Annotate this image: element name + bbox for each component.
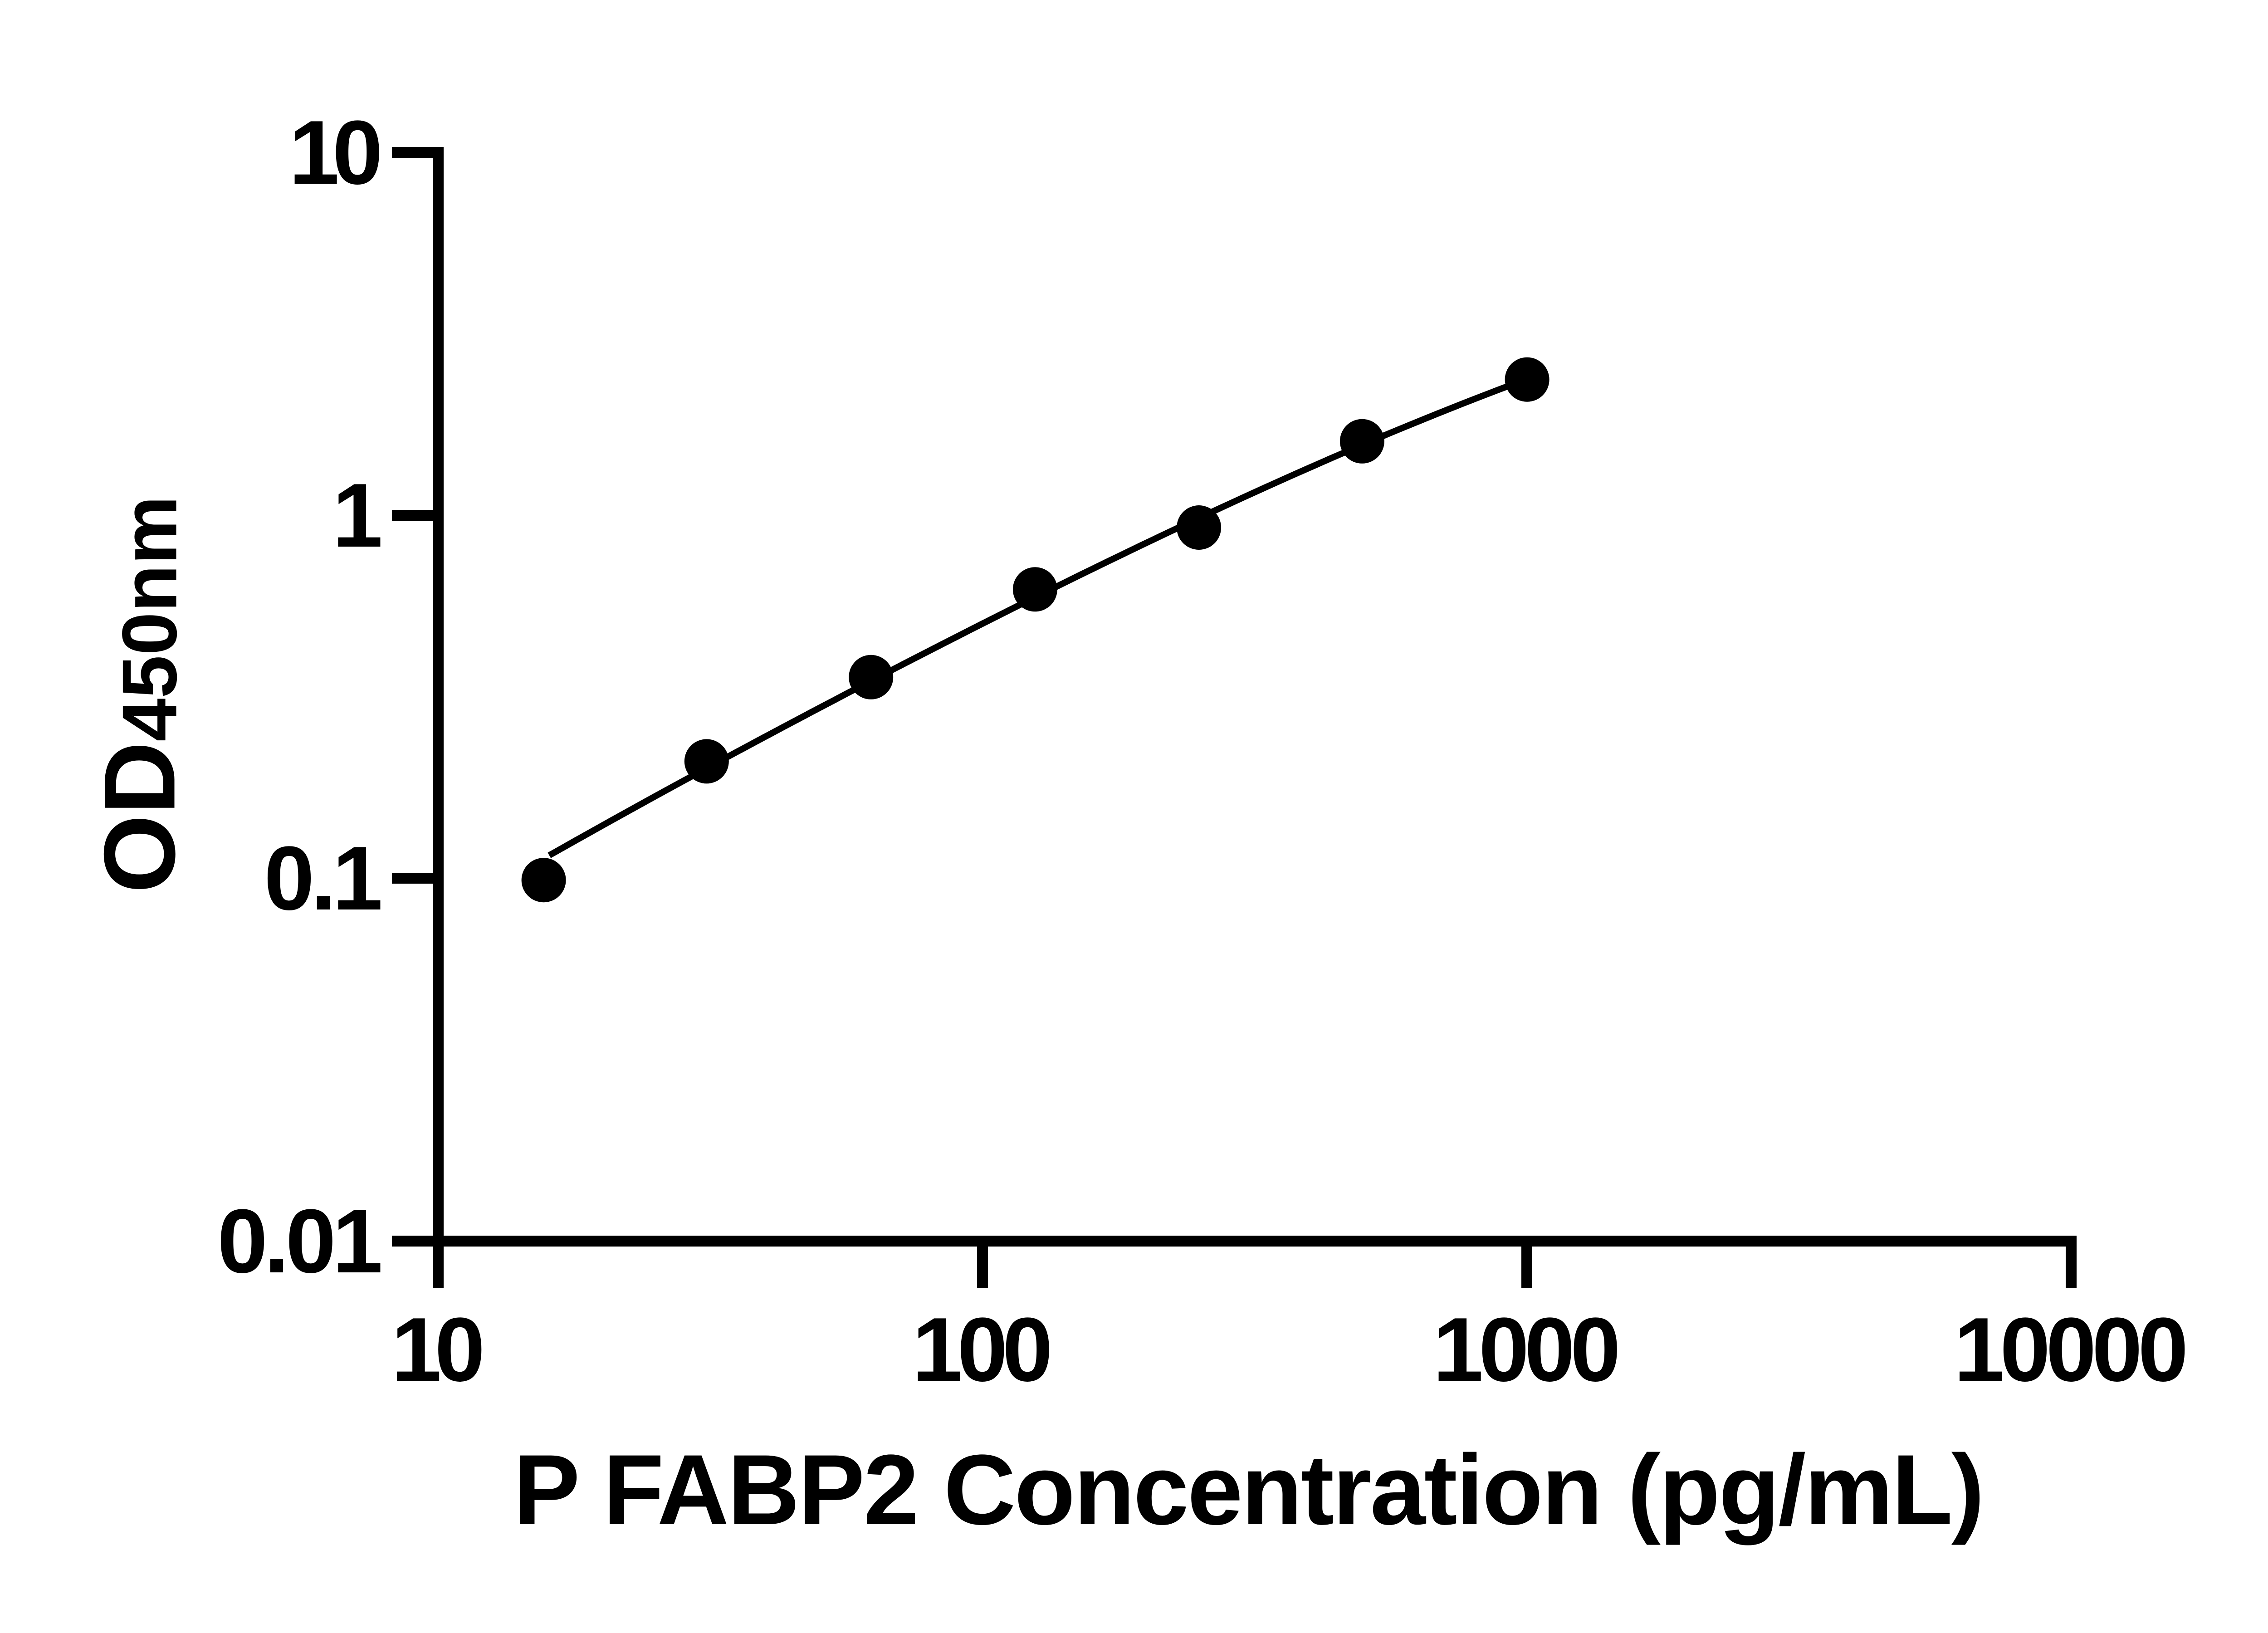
svg-text:P FABP2 Concentration (pg/mL): P FABP2 Concentration (pg/mL) xyxy=(513,1434,1984,1545)
svg-text:10000: 10000 xyxy=(1954,1299,2189,1400)
svg-text:1: 1 xyxy=(332,465,383,566)
svg-text:100: 100 xyxy=(912,1299,1053,1400)
svg-text:0.1: 0.1 xyxy=(264,828,383,929)
svg-text:10: 10 xyxy=(289,102,383,203)
svg-text:OD450nm: OD450nm xyxy=(83,496,196,893)
svg-text:10: 10 xyxy=(391,1299,485,1400)
svg-text:0.01: 0.01 xyxy=(217,1191,383,1292)
svg-text:1000: 1000 xyxy=(1433,1299,1621,1400)
